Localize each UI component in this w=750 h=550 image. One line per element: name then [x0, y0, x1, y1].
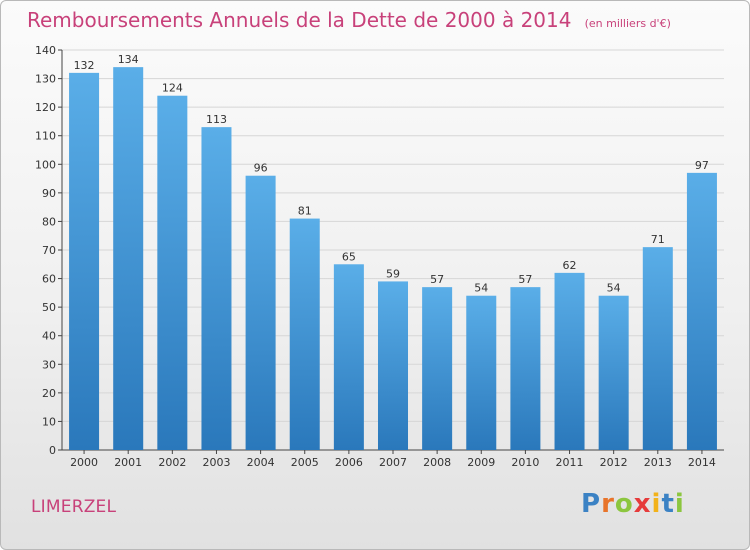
bar-2011[interactable]	[554, 272, 585, 450]
x-tick-label-2013: 2013	[644, 456, 672, 469]
x-tick-label-2011: 2011	[556, 456, 584, 469]
value-label-2000: 132	[74, 59, 95, 72]
logo-letter-4: i	[651, 489, 662, 519]
bar-2005[interactable]	[289, 218, 320, 450]
y-tick-label-0: 0	[49, 444, 56, 457]
bar-2003[interactable]	[201, 127, 232, 451]
y-tick-label-130: 130	[35, 73, 56, 86]
x-tick-label-2001: 2001	[114, 456, 142, 469]
value-label-2001: 134	[118, 53, 139, 66]
logo-letter-2: o	[614, 489, 634, 519]
bar-2008[interactable]	[422, 287, 453, 450]
bars	[69, 67, 717, 451]
value-label-2012: 54	[607, 282, 621, 295]
y-tick-label-100: 100	[35, 158, 56, 171]
title-area: Remboursements Annuels de la Dette de 20…	[27, 8, 671, 32]
y-tick-label-90: 90	[42, 187, 56, 200]
y-tick-label-50: 50	[42, 301, 56, 314]
x-tick-label-2006: 2006	[335, 456, 363, 469]
y-tick-label-140: 140	[35, 44, 56, 57]
bar-2010[interactable]	[510, 287, 541, 450]
y-tick-label-80: 80	[42, 215, 56, 228]
logo-letter-5: t	[661, 489, 675, 519]
y-tick-label-60: 60	[42, 273, 56, 286]
x-tick-label-2000: 2000	[70, 456, 98, 469]
bar-2006[interactable]	[333, 264, 364, 450]
bar-2014[interactable]	[686, 172, 717, 450]
chart-title: Remboursements Annuels de la Dette de 20…	[27, 8, 572, 32]
x-tick-label-2014: 2014	[688, 456, 716, 469]
logo-letter-1: r	[601, 489, 615, 519]
x-tick-label-2005: 2005	[291, 456, 319, 469]
value-label-2006: 65	[342, 250, 356, 263]
value-label-2013: 71	[651, 233, 665, 246]
labels: 0 10 20 30 40 50 60 70 80 90 100 110 120 130 140 132 200…	[35, 44, 716, 469]
value-label-2011: 62	[563, 259, 577, 272]
logo-letter-0: P	[581, 489, 602, 519]
x-tick-label-2003: 2003	[202, 456, 230, 469]
value-label-2010: 57	[518, 273, 532, 286]
logo-letter-6: i	[674, 489, 685, 519]
value-label-2004: 96	[254, 162, 268, 175]
x-tick-label-2012: 2012	[600, 456, 628, 469]
bar-2009[interactable]	[466, 295, 497, 450]
value-label-2003: 113	[206, 113, 227, 126]
x-tick-label-2004: 2004	[247, 456, 275, 469]
bar-2013[interactable]	[642, 247, 673, 450]
y-tick-label-110: 110	[35, 130, 56, 143]
y-tick-label-20: 20	[42, 387, 56, 400]
value-label-2008: 57	[430, 273, 444, 286]
value-label-2005: 81	[298, 205, 312, 218]
y-tick-label-40: 40	[42, 330, 56, 343]
x-tick-label-2008: 2008	[423, 456, 451, 469]
x-tick-label-2007: 2007	[379, 456, 407, 469]
bar-2002[interactable]	[157, 95, 188, 450]
bar-2000[interactable]	[69, 72, 100, 450]
bar-2004[interactable]	[245, 175, 276, 450]
value-label-2002: 124	[162, 82, 183, 95]
value-label-2014: 97	[695, 159, 709, 172]
value-label-2007: 59	[386, 267, 400, 280]
logo-letter-3: x	[633, 489, 652, 519]
commune-name: LIMERZEL	[31, 497, 117, 517]
chart-unit: (en milliers d'€)	[584, 17, 671, 30]
x-tick-label-2002: 2002	[158, 456, 186, 469]
bar-2012[interactable]	[598, 295, 629, 450]
proxiti-logo[interactable]: Proxiti	[581, 489, 685, 519]
x-tick-label-2010: 2010	[511, 456, 539, 469]
y-tick-label-10: 10	[42, 415, 56, 428]
value-label-2009: 54	[474, 282, 488, 295]
y-tick-label-30: 30	[42, 358, 56, 371]
bar-2001[interactable]	[113, 67, 144, 451]
y-tick-label-70: 70	[42, 244, 56, 257]
bar-2007[interactable]	[377, 281, 409, 450]
x-tick-label-2009: 2009	[467, 456, 495, 469]
y-tick-label-120: 120	[35, 101, 56, 114]
